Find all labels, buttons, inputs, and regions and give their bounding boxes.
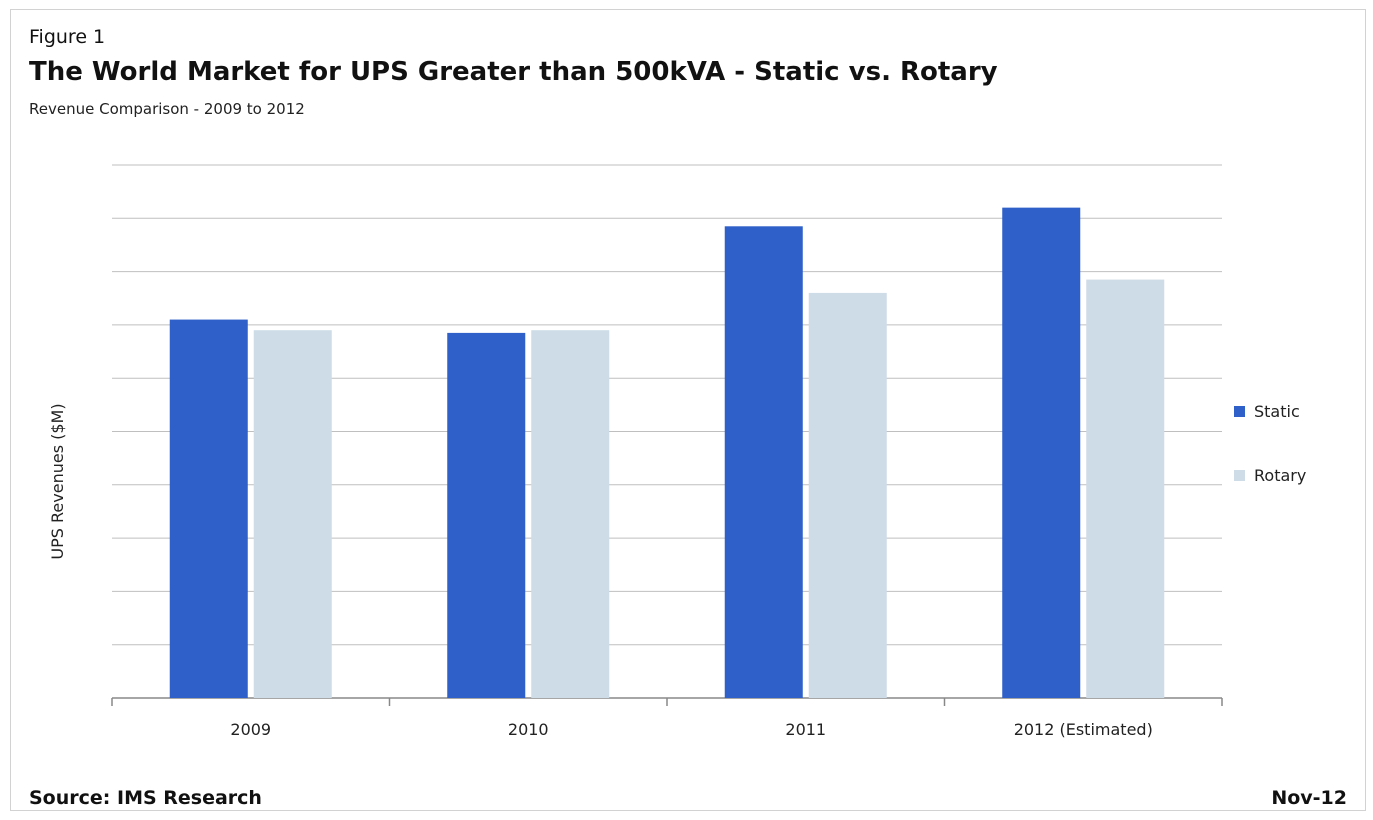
bar-rotary-0 — [253, 330, 332, 698]
x-tick-label: 2009 — [230, 720, 271, 739]
bar-static-0 — [169, 319, 248, 698]
x-tick-label: 2012 (Estimated) — [1014, 720, 1153, 739]
legend-swatch-rotary — [1234, 470, 1245, 481]
chart-subtitle: Revenue Comparison - 2009 to 2012 — [29, 100, 305, 118]
bar-rotary-3 — [1086, 279, 1165, 698]
bar-static-2 — [724, 226, 803, 699]
x-tick-label: 2010 — [508, 720, 549, 739]
legend-item-static: Static — [1234, 402, 1300, 421]
x-tick-label: 2011 — [785, 720, 826, 739]
bar-rotary-2 — [808, 292, 887, 698]
bar-static-1 — [447, 332, 526, 698]
bar-rotary-1 — [531, 330, 610, 698]
legend-label-rotary: Rotary — [1254, 466, 1307, 485]
y-axis-label: UPS Revenues ($M) — [48, 403, 67, 559]
legend-label-static: Static — [1254, 402, 1300, 421]
legend-item-rotary: Rotary — [1234, 466, 1306, 485]
date-note: Nov-12 — [1271, 787, 1347, 809]
figure-label: Figure 1 — [29, 26, 106, 48]
chart-title: The World Market for UPS Greater than 50… — [29, 57, 998, 87]
source-note: Source: IMS Research — [29, 787, 262, 809]
legend-swatch-static — [1234, 406, 1245, 417]
bar-static-3 — [1002, 207, 1081, 698]
